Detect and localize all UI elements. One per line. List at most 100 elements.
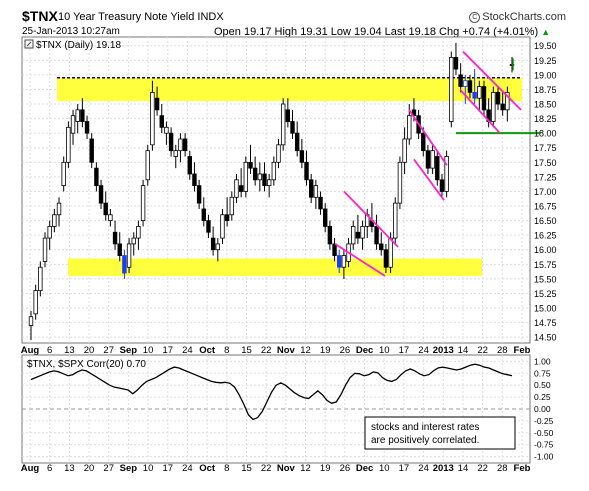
candle-body	[430, 150, 435, 169]
candle-body	[103, 202, 108, 216]
corr-x-tick-label: 13	[64, 463, 75, 474]
candle-body	[159, 115, 164, 128]
candle-body	[439, 179, 445, 192]
candle-body	[42, 237, 48, 262]
corr-x-tick-label: Nov	[277, 463, 296, 474]
candle-body	[308, 179, 314, 198]
corr-x-tick-label: 6	[47, 463, 52, 474]
price-y-axis: 19.50 19.25 19.00 18.75 18.50 18.25 18.00 17.75…	[534, 41, 557, 342]
candle-body	[425, 150, 431, 169]
price-y-tick-label: 19.25	[534, 56, 557, 66]
candle-body	[393, 202, 398, 239]
credit-line[interactable]: C StockCharts.com	[469, 11, 566, 23]
candle-body	[257, 173, 263, 181]
candle-body	[500, 103, 505, 111]
price-x-tick-label: Oct	[199, 345, 216, 356]
candle-body	[201, 208, 206, 221]
candle-body	[379, 243, 384, 251]
candle-body	[136, 226, 141, 239]
price-y-tick-label: 16.00	[534, 245, 557, 255]
candle-body	[61, 161, 66, 187]
price-y-tick-label: 15.50	[534, 274, 557, 284]
price-x-tick-label: 19	[320, 345, 331, 356]
candle-body	[402, 138, 407, 163]
correlation-line	[30, 363, 513, 421]
candle-body	[383, 249, 389, 268]
corr-x-tick-label: 10	[143, 463, 154, 474]
price-y-tick-label: 16.75	[534, 202, 557, 212]
candle-body	[28, 316, 34, 326]
price-y-tick-label: 14.75	[534, 318, 557, 328]
candle-body	[150, 91, 155, 146]
price-lines	[57, 77, 540, 135]
candle-body	[178, 138, 183, 152]
candle-body	[374, 226, 379, 245]
price-y-tick-label: 17.50	[534, 158, 557, 168]
price-x-tick-label: 2013	[433, 345, 454, 356]
candle-body	[229, 196, 235, 216]
channel-line	[343, 190, 399, 248]
candle-body	[98, 185, 104, 204]
corr-x-tick-label: Dec	[356, 463, 373, 474]
candle-body	[477, 86, 482, 99]
candle-body	[108, 214, 113, 221]
corr-x-tick-label: 19	[320, 463, 331, 474]
candle-body	[280, 103, 286, 146]
price-y-tick-label: 17.00	[534, 187, 557, 197]
candle-body	[294, 132, 300, 152]
candle-body	[252, 167, 258, 181]
symbol-name: 10 Year Treasury Note Yield INDX	[58, 11, 224, 23]
credit-text: StockCharts.com	[482, 11, 566, 23]
corr-y-tick-label: -0.50	[534, 428, 554, 438]
corr-y-tick-label: 0.25	[534, 392, 551, 402]
corr-x-tick-label: Sep	[120, 463, 138, 474]
resistance-zone	[57, 77, 522, 102]
chart-type-icon	[24, 39, 34, 49]
candle-body	[122, 255, 127, 274]
candle-body	[168, 132, 174, 152]
candle-body	[38, 266, 43, 291]
channel-line	[462, 50, 522, 111]
candle-body	[304, 161, 309, 181]
price-y-tick-label: 15.75	[534, 260, 557, 270]
corr-x-tick-label: 10	[379, 463, 390, 474]
candle-body	[84, 121, 90, 134]
candle-body	[131, 237, 136, 245]
price-x-tick-label: 22	[261, 345, 272, 356]
candle-body	[243, 161, 249, 192]
channel-line	[408, 109, 448, 166]
candle-body	[154, 97, 160, 111]
price-x-tick-label: 8	[224, 345, 229, 356]
channel-line	[459, 88, 501, 134]
candle-body	[285, 109, 291, 122]
candle-body	[187, 156, 192, 175]
price-y-tick-label: 18.75	[534, 85, 557, 95]
corr-y-tick-label: -0.75	[534, 440, 554, 450]
price-x-tick-label: 17	[399, 345, 410, 356]
price-x-tick-label: Aug	[21, 345, 40, 356]
candle-body	[341, 255, 347, 268]
candle-body	[313, 185, 319, 198]
annotation-box: stocks and interest rates are positively…	[364, 416, 516, 450]
candle-body	[52, 214, 57, 227]
candle-body	[262, 173, 267, 187]
price-x-tick-label: 20	[84, 345, 95, 356]
candle-body	[271, 161, 277, 181]
annotation-border	[364, 416, 516, 450]
price-x-tick-label: 10	[379, 345, 390, 356]
candle-body	[453, 57, 459, 70]
candle-body	[206, 220, 211, 233]
candle-body	[220, 214, 225, 239]
corr-x-tick-label: 27	[103, 463, 114, 474]
candle-body	[80, 109, 85, 122]
corr-y-tick-label: -1.00	[534, 452, 554, 462]
candle-body	[463, 80, 468, 87]
price-x-tick-label: 17	[162, 345, 173, 356]
candle-body	[248, 161, 253, 169]
candle-body	[472, 91, 477, 99]
price-x-tick-label: 24	[182, 345, 193, 356]
candle-body	[481, 86, 487, 111]
annotation-line-1: stocks and interest rates	[371, 422, 479, 433]
corr-y-tick-label: 1.00	[534, 356, 551, 366]
